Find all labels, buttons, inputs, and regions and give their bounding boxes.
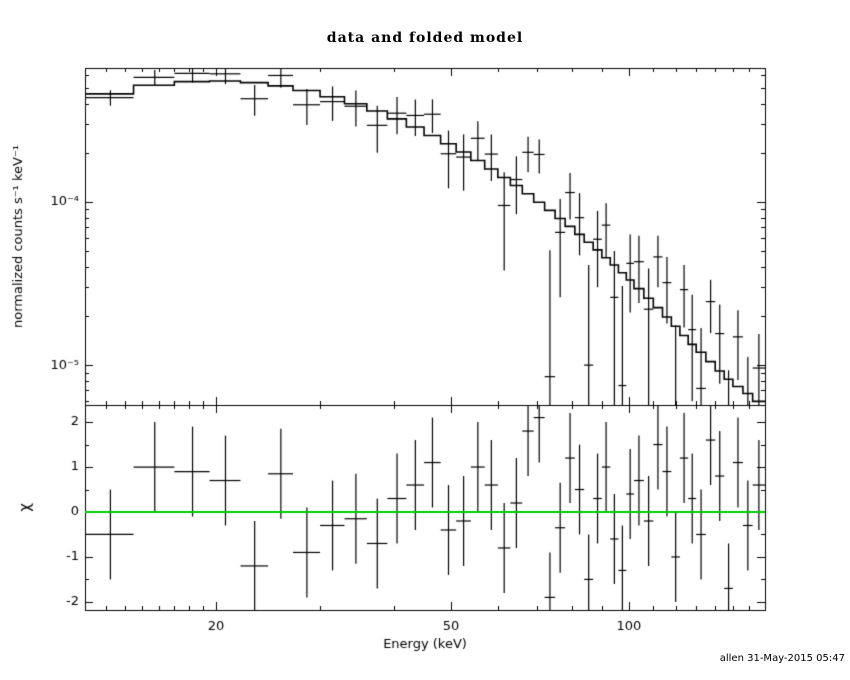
plot-title: data and folded model	[326, 30, 524, 46]
plot-footer-timestamp: allen 31-May-2015 05:47	[719, 653, 845, 664]
